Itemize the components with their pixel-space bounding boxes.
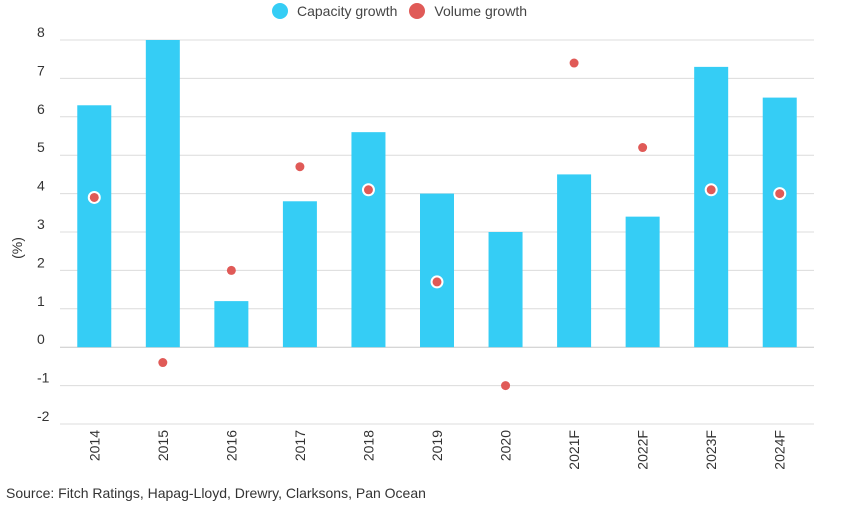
point-volume-growth [773,187,787,201]
point-volume-growth [295,162,305,172]
bar-capacity-growth [351,132,386,348]
bar-capacity-growth [488,232,523,348]
y-tick-label: 2 [37,254,45,270]
x-tick-label: 2017 [292,430,308,461]
y-tick-label: 4 [37,178,45,194]
bar-capacity-growth [420,193,454,348]
point-volume-growth [361,183,375,197]
y-tick-label: 5 [37,139,45,155]
legend-label-capacity-growth: Capacity growth [297,3,398,19]
point-volume-growth [501,381,511,391]
point-volume-growth [430,275,444,289]
y-tick-label: 0 [37,331,45,347]
legend-label-volume-growth: Volume growth [434,3,527,19]
legend-swatch-volume-growth [409,3,426,19]
bar-capacity-growth [145,40,180,348]
x-tick-label: 2016 [223,430,239,461]
x-tick-label: 2014 [86,430,102,461]
legend: Capacity growth Volume growth [272,0,539,22]
x-tick-labels: 2014 2015 2016 2017 2018 2019 2020 2021F 2022F 20… [86,430,787,470]
x-tick-label: 2018 [360,430,376,461]
bar-capacity-growth [282,201,317,348]
x-tick-label: 2022F [635,430,651,470]
point-volume-growth [226,265,236,275]
y-tick-label: 6 [37,101,45,117]
bar-capacity-growth [77,105,112,348]
bar-capacity-growth [557,174,592,348]
y-axis-title: (%) [9,237,25,259]
y-tick-label: 1 [37,293,45,309]
legend-item-capacity-growth: Capacity growth [272,3,397,19]
point-volume-growth [569,58,579,68]
y-tick-label: 8 [37,24,45,40]
legend-swatch-capacity-growth [272,3,288,19]
point-volume-growth [87,190,101,204]
x-tick-label: 2024F [772,430,788,470]
bar-capacity-growth [214,301,249,348]
x-tick-label: 2020 [498,430,514,461]
y-tick-label: -2 [37,408,50,424]
bar-capacity-growth [625,216,660,348]
point-volume-growth [704,183,718,197]
y-tick-label: 7 [37,62,45,78]
x-tick-label: 2019 [429,430,445,461]
source-note: Source: Fitch Ratings, Hapag-Lloyd, Drew… [6,485,426,501]
bar-capacity-growth [762,97,797,348]
y-tick-labels: -2 -1 0 1 2 3 4 5 6 7 8 [37,24,50,424]
bar-capacity-growth [694,66,729,348]
x-tick-label: 2023F [703,430,719,470]
x-tick-label: 2015 [155,430,171,461]
x-tick-label: 2021F [566,430,582,470]
bars [77,40,797,348]
y-tick-label: 3 [37,216,45,232]
points [87,58,787,391]
point-volume-growth [158,358,168,368]
y-tick-label: -1 [37,370,50,386]
point-volume-growth [638,143,648,153]
legend-item-volume-growth: Volume growth [409,3,527,19]
